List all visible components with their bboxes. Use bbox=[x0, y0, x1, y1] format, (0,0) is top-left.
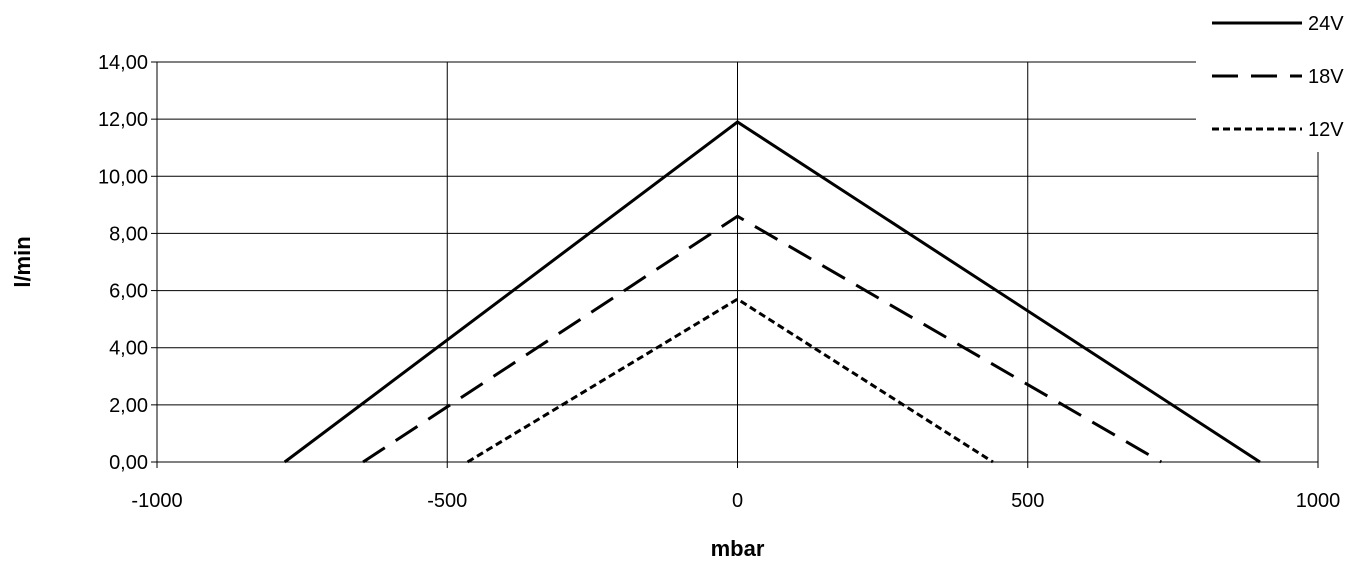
legend-label-24v: 24V bbox=[1308, 13, 1344, 35]
y-tick-label: 10,00 bbox=[98, 166, 148, 188]
series-line-24v bbox=[283, 120, 1261, 464]
x-axis-title: mbar bbox=[711, 536, 765, 561]
series-lines bbox=[283, 120, 1261, 464]
legend: 24V 18V 12V bbox=[1212, 13, 1344, 141]
y-tick-label: 2,00 bbox=[109, 395, 148, 417]
x-tick-label: -1000 bbox=[131, 490, 182, 512]
x-tick-labels: -1000 -500 0 500 1000 bbox=[131, 490, 1340, 512]
series-line-12v bbox=[466, 297, 994, 464]
x-tick-label: -500 bbox=[427, 490, 467, 512]
x-tick-label: 500 bbox=[1011, 490, 1044, 512]
y-tick-label: 4,00 bbox=[109, 338, 148, 360]
legend-label-12v: 12V bbox=[1308, 119, 1344, 141]
x-tick-label: 0 bbox=[732, 490, 743, 512]
x-tick-label: 1000 bbox=[1296, 490, 1341, 512]
y-tick-label: 12,00 bbox=[98, 109, 148, 131]
y-tick-label: 0,00 bbox=[109, 452, 148, 474]
y-tick-label: 6,00 bbox=[109, 281, 148, 303]
y-tick-labels: 0,00 2,00 4,00 6,00 8,00 10,00 12,00 14,00 bbox=[98, 52, 148, 474]
legend-label-18v: 18V bbox=[1308, 66, 1344, 88]
y-tick-label: 8,00 bbox=[109, 223, 148, 245]
grid-lines bbox=[151, 61, 1319, 468]
y-tick-label: 14,00 bbox=[98, 52, 148, 74]
series-line-18v bbox=[362, 214, 1163, 464]
y-axis-title: l/min bbox=[10, 236, 35, 287]
